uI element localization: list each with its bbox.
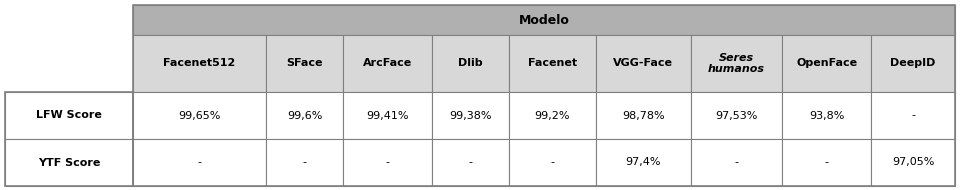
Text: -: - xyxy=(198,158,202,168)
Text: Seres
humanos: Seres humanos xyxy=(708,53,765,74)
Text: -: - xyxy=(734,158,738,168)
Text: LFW Score: LFW Score xyxy=(36,111,102,120)
Bar xyxy=(5,92,133,186)
Text: -: - xyxy=(911,111,915,120)
Bar xyxy=(509,92,596,139)
Bar xyxy=(432,139,509,186)
Bar xyxy=(690,35,782,92)
Bar xyxy=(266,92,343,139)
Text: -: - xyxy=(825,158,828,168)
Bar xyxy=(596,35,690,92)
Bar xyxy=(432,35,509,92)
Bar xyxy=(5,92,133,139)
Text: 99,65%: 99,65% xyxy=(179,111,221,120)
Bar xyxy=(343,139,432,186)
Bar xyxy=(782,35,871,92)
Text: 99,6%: 99,6% xyxy=(287,111,323,120)
Text: -: - xyxy=(302,158,306,168)
Bar xyxy=(782,139,871,186)
Bar xyxy=(871,139,955,186)
Text: Facenet512: Facenet512 xyxy=(163,59,236,69)
Bar xyxy=(782,92,871,139)
Bar xyxy=(5,5,133,35)
Text: 97,05%: 97,05% xyxy=(892,158,934,168)
Bar xyxy=(133,92,266,139)
Bar xyxy=(266,35,343,92)
Text: DeepID: DeepID xyxy=(890,59,936,69)
Text: 97,4%: 97,4% xyxy=(625,158,660,168)
Bar xyxy=(432,92,509,139)
Bar xyxy=(690,139,782,186)
Text: ArcFace: ArcFace xyxy=(363,59,412,69)
Text: 99,2%: 99,2% xyxy=(535,111,570,120)
Bar xyxy=(509,139,596,186)
Bar xyxy=(690,92,782,139)
Text: YTF Score: YTF Score xyxy=(37,158,100,168)
Text: -: - xyxy=(468,158,472,168)
Text: 99,41%: 99,41% xyxy=(367,111,409,120)
Text: SFace: SFace xyxy=(286,59,323,69)
Text: OpenFace: OpenFace xyxy=(796,59,857,69)
Bar xyxy=(133,35,266,92)
Bar xyxy=(871,92,955,139)
Bar xyxy=(5,35,133,92)
Bar xyxy=(133,5,955,35)
Bar xyxy=(266,139,343,186)
Text: Modelo: Modelo xyxy=(518,13,569,26)
Text: -: - xyxy=(386,158,390,168)
Text: 97,53%: 97,53% xyxy=(715,111,757,120)
Bar xyxy=(871,35,955,92)
Bar xyxy=(343,92,432,139)
Bar xyxy=(509,35,596,92)
Text: Facenet: Facenet xyxy=(528,59,577,69)
Text: 98,78%: 98,78% xyxy=(622,111,664,120)
Text: -: - xyxy=(550,158,554,168)
Bar xyxy=(5,139,133,186)
Bar xyxy=(596,92,690,139)
Text: 93,8%: 93,8% xyxy=(809,111,845,120)
Bar xyxy=(596,139,690,186)
Bar xyxy=(133,5,955,186)
Text: Dlib: Dlib xyxy=(458,59,483,69)
Text: 99,38%: 99,38% xyxy=(449,111,492,120)
Text: VGG-Face: VGG-Face xyxy=(613,59,673,69)
Bar xyxy=(133,139,266,186)
Bar xyxy=(343,35,432,92)
